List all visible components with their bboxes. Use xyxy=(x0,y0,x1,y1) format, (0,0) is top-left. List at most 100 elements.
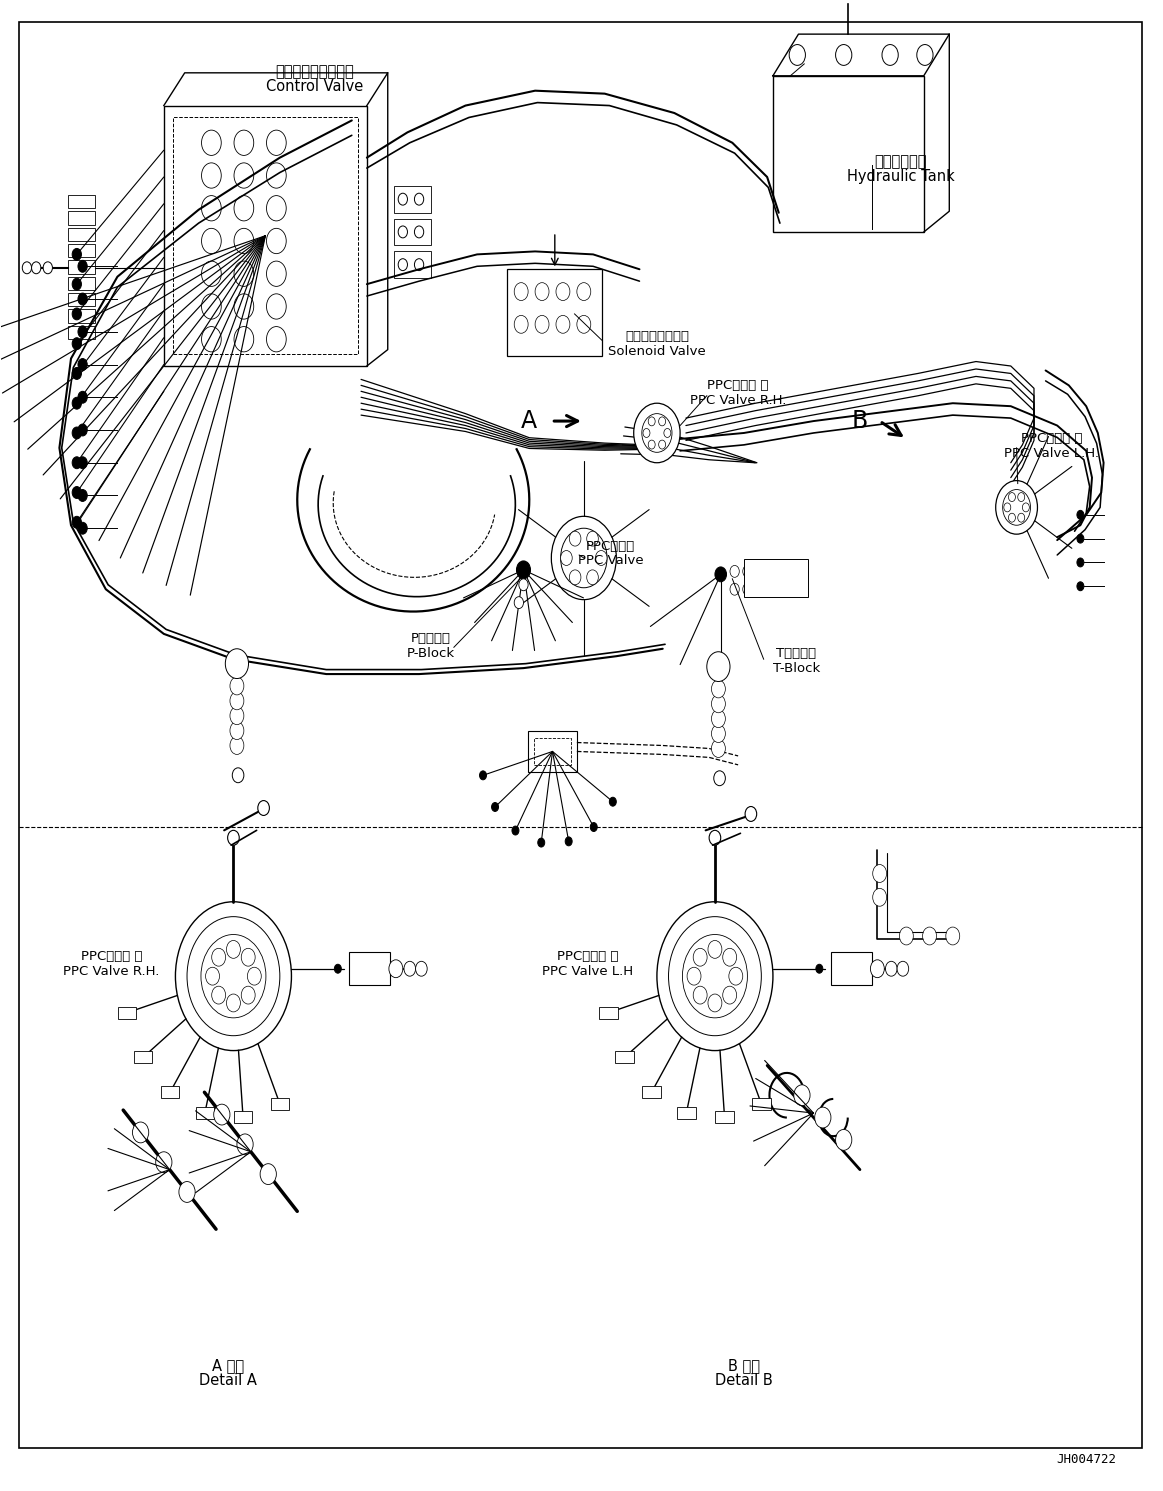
Bar xyxy=(715,1111,734,1123)
Circle shape xyxy=(492,802,499,811)
Circle shape xyxy=(946,927,959,945)
Text: PPCバルブ 右: PPCバルブ 右 xyxy=(81,950,142,963)
Circle shape xyxy=(714,771,726,786)
Circle shape xyxy=(201,261,221,286)
Circle shape xyxy=(648,440,655,449)
Circle shape xyxy=(78,391,87,403)
Circle shape xyxy=(266,228,286,253)
Bar xyxy=(67,212,95,225)
Circle shape xyxy=(722,948,736,966)
Text: Tブロック: Tブロック xyxy=(776,647,816,659)
Bar xyxy=(67,195,95,209)
Bar xyxy=(752,1099,771,1111)
Bar xyxy=(615,1051,634,1063)
Circle shape xyxy=(669,917,762,1036)
Circle shape xyxy=(516,561,530,579)
Circle shape xyxy=(996,480,1037,534)
Text: PPC Valve L.H: PPC Valve L.H xyxy=(542,965,633,978)
Text: P-Block: P-Block xyxy=(407,647,455,659)
Circle shape xyxy=(133,1123,149,1144)
Circle shape xyxy=(227,941,241,959)
Circle shape xyxy=(537,838,544,847)
Circle shape xyxy=(78,294,87,306)
Bar xyxy=(117,1006,136,1018)
Circle shape xyxy=(1077,510,1084,519)
Circle shape xyxy=(512,826,519,835)
Circle shape xyxy=(1077,581,1084,590)
Circle shape xyxy=(743,565,752,577)
Circle shape xyxy=(708,994,722,1012)
Circle shape xyxy=(1004,502,1011,511)
Circle shape xyxy=(872,865,886,883)
Bar xyxy=(393,219,430,246)
Circle shape xyxy=(1077,534,1084,543)
Circle shape xyxy=(794,1085,811,1106)
Circle shape xyxy=(201,935,266,1018)
Circle shape xyxy=(586,570,598,584)
Bar xyxy=(160,1085,179,1097)
Circle shape xyxy=(230,707,244,725)
Bar xyxy=(773,76,923,233)
Circle shape xyxy=(1077,558,1084,567)
Circle shape xyxy=(388,960,402,978)
Text: Pブロック: Pブロック xyxy=(411,632,451,644)
Circle shape xyxy=(335,965,341,974)
Circle shape xyxy=(782,565,791,577)
Circle shape xyxy=(769,583,778,595)
Circle shape xyxy=(78,423,87,435)
Bar xyxy=(677,1106,695,1118)
Circle shape xyxy=(31,262,41,274)
Text: Detail A: Detail A xyxy=(199,1373,257,1388)
Circle shape xyxy=(230,692,244,710)
Circle shape xyxy=(78,327,87,338)
Circle shape xyxy=(266,294,286,319)
Circle shape xyxy=(556,316,570,334)
Circle shape xyxy=(201,294,221,319)
Bar xyxy=(393,252,430,277)
Circle shape xyxy=(707,652,730,681)
Circle shape xyxy=(658,440,665,449)
Circle shape xyxy=(756,583,765,595)
Circle shape xyxy=(816,965,823,974)
Circle shape xyxy=(897,962,908,977)
Circle shape xyxy=(227,994,241,1012)
Circle shape xyxy=(176,902,292,1051)
Circle shape xyxy=(78,456,87,468)
Circle shape xyxy=(234,195,254,221)
Circle shape xyxy=(22,262,31,274)
Circle shape xyxy=(241,948,255,966)
Bar xyxy=(599,1006,618,1018)
Circle shape xyxy=(266,327,286,352)
Circle shape xyxy=(743,583,752,595)
Circle shape xyxy=(414,259,423,270)
Circle shape xyxy=(922,927,936,945)
Circle shape xyxy=(577,283,591,301)
Bar xyxy=(67,277,95,291)
Circle shape xyxy=(234,130,254,155)
Text: PPCバルブ 右: PPCバルブ 右 xyxy=(707,379,769,392)
Circle shape xyxy=(72,309,81,321)
Bar xyxy=(173,118,357,353)
Circle shape xyxy=(234,163,254,188)
Circle shape xyxy=(519,579,528,590)
Bar xyxy=(67,228,95,242)
Circle shape xyxy=(1003,489,1030,525)
Circle shape xyxy=(72,516,81,528)
Bar xyxy=(67,310,95,324)
Bar xyxy=(234,1111,252,1123)
Circle shape xyxy=(730,565,740,577)
Circle shape xyxy=(72,338,81,349)
Circle shape xyxy=(234,327,254,352)
Circle shape xyxy=(514,316,528,334)
Circle shape xyxy=(870,960,884,978)
Bar xyxy=(830,953,871,986)
Circle shape xyxy=(414,227,423,239)
Circle shape xyxy=(78,489,87,501)
Text: A: A xyxy=(521,409,537,432)
Circle shape xyxy=(201,228,221,253)
Circle shape xyxy=(882,45,898,66)
Bar xyxy=(67,261,95,274)
Circle shape xyxy=(722,986,736,1003)
Circle shape xyxy=(78,358,87,370)
Text: 作動油タンク: 作動油タンク xyxy=(875,155,927,170)
